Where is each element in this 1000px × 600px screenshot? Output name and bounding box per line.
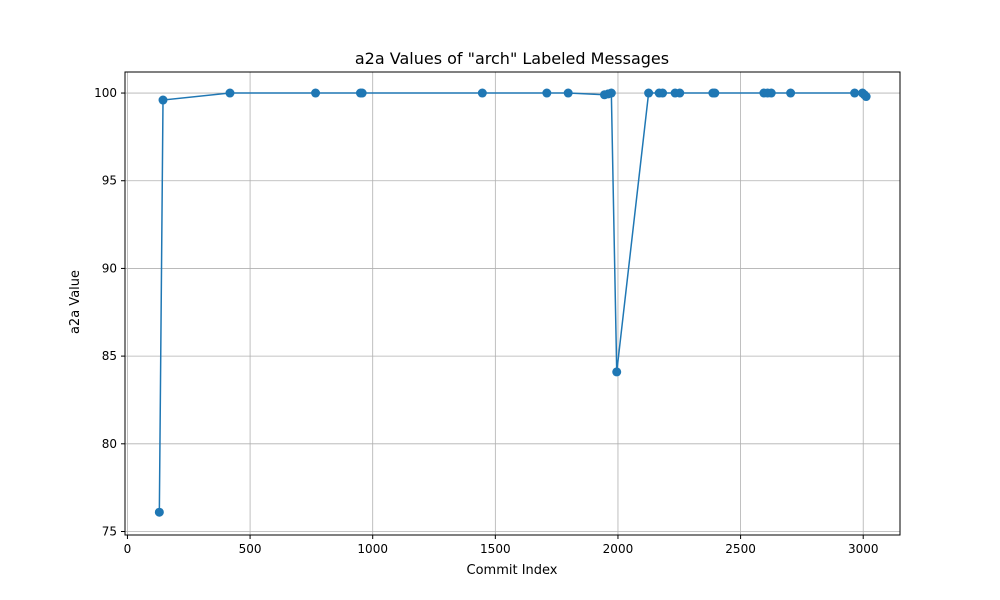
data-point xyxy=(311,88,321,98)
chart-title: a2a Values of "arch" Labeled Messages xyxy=(355,49,669,68)
y-axis-label: a2a Value xyxy=(68,270,83,334)
data-point xyxy=(710,88,720,98)
plot-frame xyxy=(124,71,901,536)
x-tick-label: 0 xyxy=(124,542,132,556)
y-tick-label: 80 xyxy=(102,437,117,451)
series-layer xyxy=(154,88,871,517)
ticks: 0 500 1000 1500 2000 2500 3000 75 80 85 90 95 100 xyxy=(94,86,878,556)
data-point xyxy=(612,367,622,377)
data-point xyxy=(563,88,573,98)
x-tick-label: 500 xyxy=(239,542,262,556)
grid xyxy=(125,72,900,535)
x-tick-label: 2500 xyxy=(725,542,756,556)
series-line xyxy=(158,92,867,513)
data-point xyxy=(675,88,685,98)
y-tick-label: 95 xyxy=(102,174,117,188)
x-tick-label: 2000 xyxy=(603,542,634,556)
data-point xyxy=(850,88,860,98)
data-point xyxy=(786,88,796,98)
y-tick-label: 85 xyxy=(102,349,117,363)
data-point xyxy=(766,88,776,98)
y-tick-label: 90 xyxy=(102,261,117,275)
y-tick-label: 100 xyxy=(94,86,117,100)
data-point xyxy=(542,88,552,98)
x-tick-label: 3000 xyxy=(848,542,879,556)
data-point xyxy=(658,88,668,98)
x-tick-label: 1000 xyxy=(357,542,388,556)
x-tick-label: 1500 xyxy=(480,542,511,556)
x-axis-label: Commit Index xyxy=(467,563,558,578)
data-point xyxy=(357,88,367,98)
data-point xyxy=(158,95,168,105)
data-point xyxy=(606,88,616,98)
y-tick-label: 75 xyxy=(102,524,117,538)
data-point xyxy=(477,88,487,98)
data-point xyxy=(154,507,164,517)
data-point xyxy=(225,88,235,98)
data-point xyxy=(644,88,654,98)
data-point xyxy=(861,92,871,102)
